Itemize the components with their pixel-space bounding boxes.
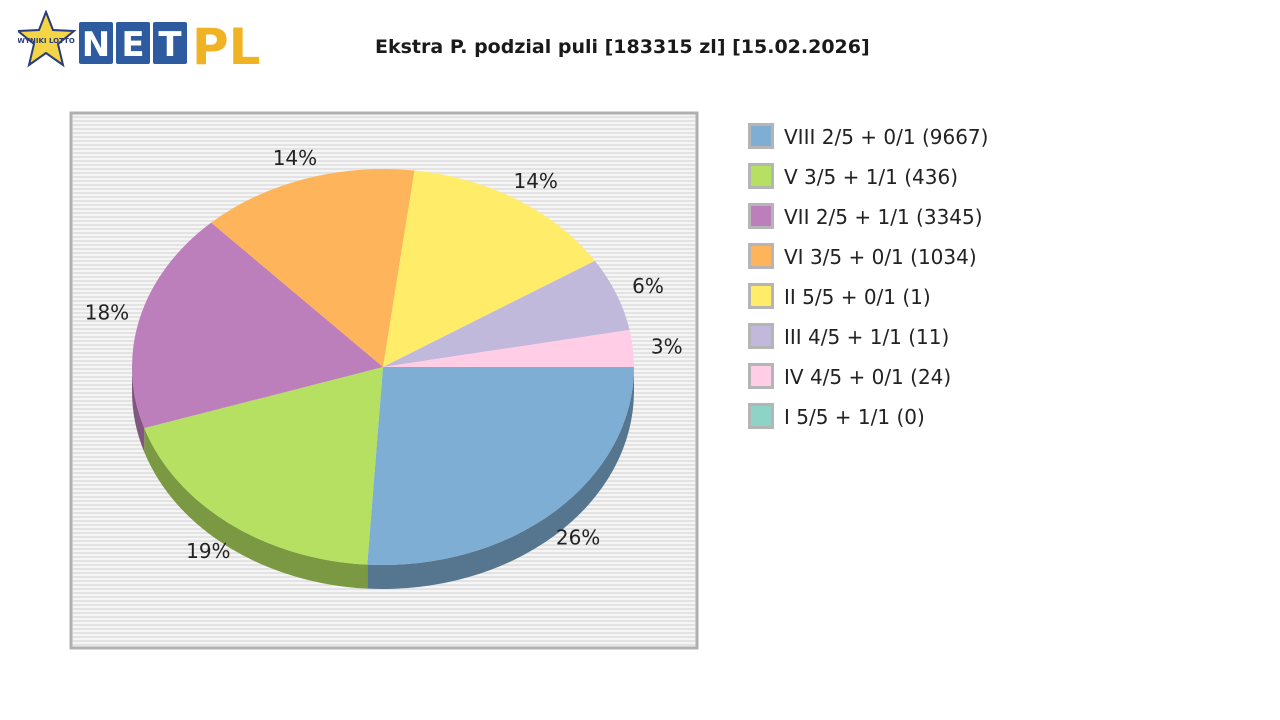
legend-item-4: VI 3/5 + 0/1 (1034) bbox=[748, 242, 988, 282]
legend-item-8: I 5/5 + 1/1 (0) bbox=[748, 402, 988, 442]
pie-slice-3 bbox=[132, 222, 383, 429]
pie-slice-label-4: 14% bbox=[273, 146, 317, 170]
legend-label: IV 4/5 + 0/1 (24) bbox=[784, 365, 952, 389]
legend-label: VIII 2/5 + 0/1 (9667) bbox=[784, 125, 989, 149]
pie-chart: 26% 19% 18% 14% 14% 6% 3% bbox=[69, 111, 699, 650]
legend-swatch bbox=[748, 323, 774, 349]
pie-slice-7 bbox=[383, 329, 634, 367]
pie-slice-side-1 bbox=[367, 367, 634, 589]
pie-slice-side-3 bbox=[132, 367, 145, 453]
logo-badge-text: WYNIKI LOTTO bbox=[18, 37, 75, 45]
pie-slice-6 bbox=[383, 260, 630, 367]
legend-item-5: II 5/5 + 0/1 (1) bbox=[748, 282, 988, 322]
legend-swatch bbox=[748, 403, 774, 429]
pie-slice-1 bbox=[367, 367, 634, 565]
legend-label: VII 2/5 + 1/1 (3345) bbox=[784, 205, 983, 229]
legend-item-7: IV 4/5 + 0/1 (24) bbox=[748, 362, 988, 402]
pie-slice-4 bbox=[211, 169, 415, 367]
legend-label: I 5/5 + 1/1 (0) bbox=[784, 405, 925, 429]
pie-slice-side-2 bbox=[144, 428, 368, 589]
legend-swatch bbox=[748, 163, 774, 189]
legend-swatch bbox=[748, 203, 774, 229]
pie-slice-label-2: 19% bbox=[186, 539, 230, 563]
chart-title: Ekstra P. podzial puli [183315 zl] [15.0… bbox=[375, 36, 870, 58]
legend-label: V 3/5 + 1/1 (436) bbox=[784, 165, 959, 189]
pie-slice-label-6: 6% bbox=[632, 274, 664, 298]
pie-slice-label-3: 18% bbox=[85, 300, 129, 324]
pie-slice-label-1: 26% bbox=[556, 525, 600, 549]
legend-item-3: VII 2/5 + 1/1 (3345) bbox=[748, 202, 988, 242]
legend-item-6: III 4/5 + 1/1 (11) bbox=[748, 322, 988, 362]
pie-slice-label-5: 14% bbox=[513, 169, 557, 193]
pie-slice-2 bbox=[144, 367, 383, 565]
legend-label: VI 3/5 + 0/1 (1034) bbox=[784, 245, 977, 269]
star-badge-icon bbox=[18, 10, 77, 68]
legend-swatch bbox=[748, 283, 774, 309]
legend-swatch bbox=[748, 363, 774, 389]
legend-swatch bbox=[748, 123, 774, 149]
legend-swatch bbox=[748, 243, 774, 269]
chart-legend: VIII 2/5 + 0/1 (9667) V 3/5 + 1/1 (436) VI… bbox=[748, 122, 988, 442]
logo-brand-pl: PL bbox=[192, 18, 261, 72]
legend-label: III 4/5 + 1/1 (11) bbox=[784, 325, 950, 349]
pie-slice-5 bbox=[383, 170, 595, 367]
legend-item-1: VIII 2/5 + 0/1 (9667) bbox=[748, 122, 988, 162]
legend-item-2: V 3/5 + 1/1 (436) bbox=[748, 162, 988, 202]
pie-slice-label-7: 3% bbox=[651, 334, 683, 358]
legend-label: II 5/5 + 0/1 (1) bbox=[784, 285, 931, 309]
